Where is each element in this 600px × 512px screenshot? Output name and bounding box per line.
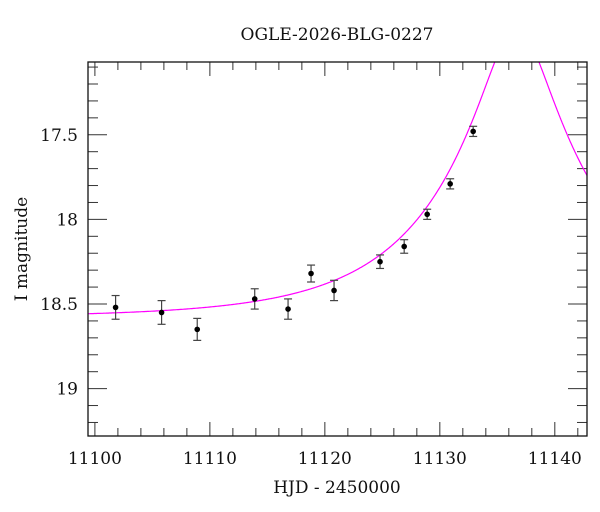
data-points: [111, 125, 478, 341]
model-fit-curve: [88, 62, 587, 315]
data-point: [400, 239, 409, 254]
plot-frame: [87, 61, 588, 437]
x-tick-label: 11140: [528, 449, 582, 469]
data-point: [446, 178, 455, 190]
data-point: [330, 279, 339, 302]
x-tick-label: 11100: [68, 449, 122, 469]
data-point: [111, 294, 120, 320]
data-marker: [331, 287, 337, 294]
y-tick-label: 18.5: [40, 295, 78, 315]
data-marker: [424, 211, 430, 218]
data-marker: [285, 306, 291, 312]
data-marker: [470, 128, 476, 135]
data-marker: [112, 304, 119, 311]
data-marker: [377, 258, 383, 265]
y-tick-label: 19: [56, 380, 78, 400]
x-tick-label: 11130: [413, 449, 467, 469]
data-point: [157, 300, 166, 325]
y-tick-label: 18: [56, 210, 78, 230]
x-tick-label: 11110: [183, 449, 237, 469]
axis-ticks: [88, 62, 587, 436]
data-marker: [308, 270, 314, 277]
data-point: [423, 208, 432, 220]
data-marker: [251, 296, 258, 302]
data-point: [193, 317, 202, 341]
axis-tick-labels: 11100 11110 11120 11130 11140 17.5 18 18.5 19: [40, 126, 582, 469]
data-marker: [158, 309, 165, 316]
chart-title: OGLE-2026-BLG-0227: [241, 25, 434, 45]
data-point: [307, 264, 316, 283]
y-axis-label: I magnitude: [12, 197, 32, 301]
data-point: [284, 298, 293, 320]
data-point: [250, 288, 259, 310]
y-tick-label: 17.5: [40, 126, 78, 146]
data-point: [376, 254, 385, 270]
data-marker: [447, 181, 453, 187]
data-point: [469, 125, 478, 138]
x-tick-label: 11120: [298, 449, 352, 469]
data-marker: [401, 243, 407, 250]
x-axis-label: HJD - 2450000: [273, 478, 401, 498]
data-marker: [194, 326, 201, 333]
